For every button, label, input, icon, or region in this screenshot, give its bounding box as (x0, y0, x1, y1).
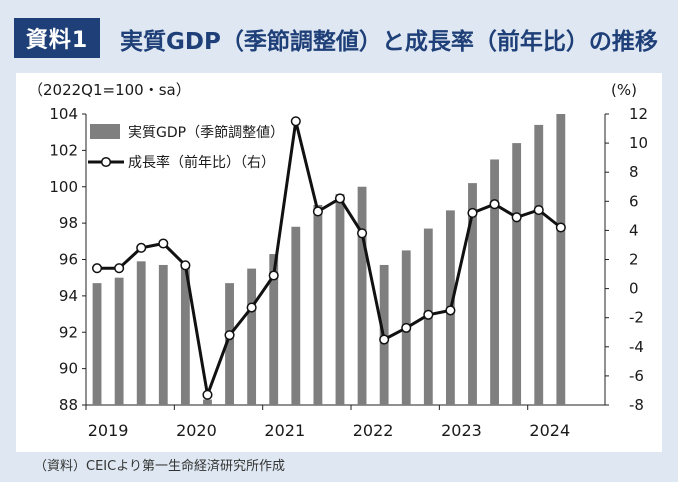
growth-rate-marker (312, 206, 323, 217)
right-tick-label: 2 (629, 251, 639, 269)
gdp-bar (291, 226, 301, 405)
right-tick-label: -4 (629, 338, 644, 356)
left-tick-label: 88 (59, 396, 78, 414)
left-tick-label: 90 (59, 360, 78, 378)
right-tick-label: -8 (629, 396, 644, 414)
growth-rate-marker (423, 309, 434, 320)
growth-rate-marker (379, 334, 390, 345)
growth-rate-marker (180, 260, 191, 271)
growth-rate-marker (357, 228, 368, 239)
growth-rate-marker (114, 263, 125, 274)
growth-rate-marker (555, 222, 566, 233)
growth-rate-marker (136, 242, 147, 253)
growth-rate-marker (401, 322, 412, 333)
gdp-bar (512, 143, 522, 405)
gdp-bar (158, 264, 168, 405)
right-tick-label: -2 (629, 309, 644, 327)
right-axis: -8 -6 -4 -2 0 2 4 6 8 10 12 (604, 105, 648, 414)
gdp-bar (92, 283, 102, 405)
x-tick-label: 2020 (176, 421, 217, 440)
left-tick-label: 104 (49, 105, 78, 123)
gdp-bar (180, 266, 190, 405)
growth-rate-marker (533, 204, 544, 216)
growth-rate-marker (489, 199, 500, 210)
growth-rate-marker (334, 193, 346, 204)
left-axis-unit-label: （2022Q1=100・sa） (28, 81, 191, 99)
gdp-bar (114, 277, 124, 405)
growth-rate-marker (158, 238, 169, 249)
gdp-bar (225, 283, 234, 405)
x-tick-label: 2024 (529, 421, 570, 440)
chart-svg: （2022Q1=100・sa） (%) 88909294969810010210… (28, 81, 648, 440)
gdp-bar (490, 159, 499, 405)
growth-rate-marker (224, 330, 235, 341)
right-axis-unit-label: (%) (611, 81, 637, 99)
right-tick-label: 0 (629, 280, 639, 298)
left-tick-label: 102 (49, 141, 78, 159)
gdp-bar (556, 114, 566, 405)
left-tick-label: 100 (49, 178, 78, 196)
x-tick-label: 2022 (353, 421, 394, 440)
source-note: （資料）CEICより第一生命経済研究所作成 (34, 459, 285, 474)
line-series (91, 116, 566, 400)
growth-rate-marker (290, 116, 301, 127)
legend-bar-label: 実質GDP（季節調整値） (128, 124, 284, 141)
growth-rate-marker (511, 212, 522, 223)
legend-line-marker (100, 156, 112, 168)
gdp-bar (468, 183, 477, 405)
right-tick-label: -6 (629, 367, 644, 385)
legend-line-label: 成長率（前年比）（右） (128, 154, 275, 171)
left-tick-label: 98 (59, 214, 78, 232)
right-tick-label: 8 (629, 163, 639, 181)
plot-area: （2022Q1=100・sa） (%) 88 90 92 94 96 98 100 102 10… (16, 73, 662, 452)
legend: 実質GDP（季節調整値） 成長率（前年比）（右） (88, 124, 284, 171)
gdp-bar (136, 261, 146, 405)
growth-rate-marker (445, 305, 456, 316)
growth-rate-marker (246, 302, 257, 313)
legend-bar-swatch (90, 124, 120, 139)
gdp-bar (534, 124, 544, 405)
gdp-bar (335, 194, 345, 405)
growth-rate-marker (268, 270, 279, 281)
growth-rate-marker (91, 263, 103, 274)
growth-rate-marker (202, 389, 213, 400)
gdp-bar (247, 268, 257, 405)
gdp-bar (357, 186, 367, 405)
left-tick-label: 94 (59, 287, 78, 305)
x-axis: 2019 2020 2021 2022 2023 2024 (85, 404, 605, 440)
right-tick-label: 6 (629, 192, 639, 210)
growth-rate-line (97, 119, 562, 397)
x-tick-label: 2023 (441, 421, 482, 440)
x-tick-label: 2021 (264, 421, 305, 440)
right-tick-label: 4 (629, 221, 639, 239)
gdp-bar (203, 399, 212, 405)
left-tick-label: 96 (59, 251, 78, 269)
left-tick-label: 92 (59, 323, 78, 341)
left-axis: 88 90 92 94 96 98 100 102 104 (49, 105, 87, 414)
gdp-bar (269, 254, 279, 405)
right-tick-label: 10 (629, 134, 648, 152)
chart-title: 実質GDP（季節調整値）と成長率（前年比）の推移 (120, 29, 658, 55)
right-tick-label: 12 (629, 105, 648, 123)
gdp-bar (313, 204, 323, 405)
growth-rate-marker (467, 207, 478, 218)
x-tick-label: 2019 (88, 421, 129, 440)
figure-number-badge: 資料1 (14, 18, 100, 58)
